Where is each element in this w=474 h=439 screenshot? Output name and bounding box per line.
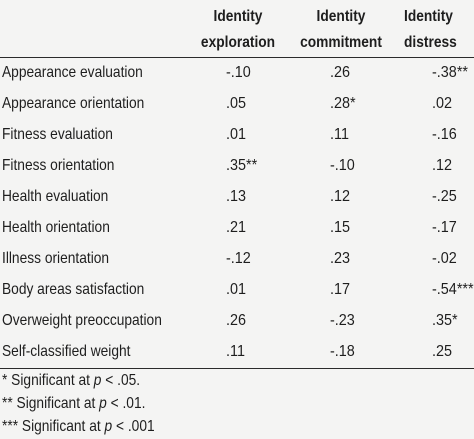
table-row: Fitness orientation .35** -.10 .12 [0, 150, 474, 181]
row-label: Illness orientation [2, 250, 110, 267]
commitment-value: .26 [330, 64, 351, 81]
table-row: Health evaluation .13 .12 -.25 [0, 181, 474, 212]
header-identity-distress: Identity distress [404, 4, 474, 56]
footnote-p: p [99, 395, 107, 412]
footnote-text: * Significant at [2, 372, 94, 389]
exploration-value: .01 [226, 126, 247, 143]
exploration-value: .11 [226, 343, 245, 360]
table-row: Appearance evaluation -.10 .26 -.38** [0, 57, 474, 88]
row-label: Health orientation [2, 219, 110, 236]
row-label: Health evaluation [2, 188, 109, 205]
footnote-p: p [104, 418, 113, 435]
row-label: Self-classified weight [2, 343, 131, 360]
header-rule [0, 57, 474, 58]
row-label: Appearance orientation [2, 95, 145, 112]
header-identity-commitment: Identity commitment [294, 4, 389, 56]
exploration-value: -.12 [226, 250, 251, 267]
row-label: Appearance evaluation [2, 64, 143, 81]
header-identity-exploration: Identity exploration [191, 4, 286, 56]
header-line: distress [404, 34, 457, 51]
distress-value: .12 [432, 157, 453, 174]
distress-value: -.25 [432, 188, 457, 205]
table-row: Appearance orientation .05 .28* .02 [0, 88, 474, 119]
footnote: *** Significant at p < .001 [2, 416, 155, 438]
exploration-value: .21 [226, 219, 247, 236]
table-row: Overweight preoccupation .26 -.23 .35* [0, 305, 474, 336]
footnote-text: *** Significant at [2, 418, 105, 435]
footnote-text: < .01. [106, 395, 146, 412]
table-row: Illness orientation -.12 .23 -.02 [0, 243, 474, 274]
commitment-value: .28* [330, 95, 356, 112]
bottom-rule [0, 368, 474, 369]
footnote-text: ** Significant at [2, 395, 100, 412]
commitment-value: .23 [330, 250, 351, 267]
footnote-text: < .05. [101, 372, 141, 389]
table-row: Fitness evaluation .01 .11 -.16 [0, 119, 474, 150]
footnote-p: p [93, 372, 102, 389]
exploration-value: .13 [226, 188, 247, 205]
header-line: Identity [213, 8, 263, 25]
footnote: * Significant at p < .05. [2, 370, 140, 392]
footnote: ** Significant at p < .01. [2, 393, 145, 415]
header-line: Identity [316, 8, 366, 25]
commitment-value: -.23 [330, 312, 355, 329]
commitment-value: .15 [330, 219, 351, 236]
distress-value: .02 [432, 95, 453, 112]
table-row: Body areas satisfaction .01 .17 -.54*** [0, 274, 474, 305]
distress-value: -.16 [432, 126, 457, 143]
commitment-value: .11 [330, 126, 349, 143]
distress-value: -.54*** [432, 281, 474, 298]
header-line: commitment [300, 34, 382, 51]
footnote-text: < .001 [112, 418, 155, 435]
table-header: Identity exploration Identity commitment… [0, 0, 474, 57]
distress-value: -.02 [432, 250, 457, 267]
exploration-value: .05 [226, 95, 247, 112]
commitment-value: -.10 [330, 157, 355, 174]
commitment-value: .17 [330, 281, 351, 298]
row-label: Body areas satisfaction [2, 281, 145, 298]
commitment-value: -.18 [330, 343, 355, 360]
row-label: Fitness orientation [2, 157, 115, 174]
exploration-value: -.10 [226, 64, 251, 81]
exploration-value: .26 [226, 312, 247, 329]
row-label: Fitness evaluation [2, 126, 113, 143]
exploration-value: .01 [226, 281, 247, 298]
distress-value: .35* [432, 312, 458, 329]
header-line: Identity [404, 8, 453, 25]
table-row: Health orientation .21 .15 -.17 [0, 212, 474, 243]
table-row: Self-classified weight .11 -.18 .25 [0, 336, 474, 367]
exploration-value: .35** [226, 157, 258, 174]
distress-value: -.17 [432, 219, 457, 236]
commitment-value: .12 [330, 188, 351, 205]
distress-value: -.38** [432, 64, 469, 81]
header-line: exploration [200, 34, 276, 51]
row-label: Overweight preoccupation [2, 312, 162, 329]
distress-value: .25 [432, 343, 453, 360]
